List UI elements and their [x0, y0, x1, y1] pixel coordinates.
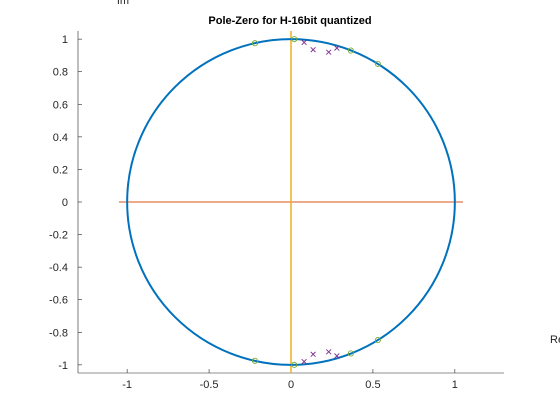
- unit-circle: [126, 38, 456, 366]
- pole-marker: [310, 351, 316, 357]
- zero-marker: [251, 357, 259, 364]
- y-axis-label: Im: [117, 0, 129, 7]
- zero-marker: [347, 47, 354, 54]
- pole-marker: [334, 353, 340, 359]
- pole-marker: [334, 45, 340, 51]
- x-axis-label: Re: [550, 334, 560, 346]
- x-tick-label: -0.5: [200, 379, 219, 391]
- zero-marker: [374, 337, 381, 344]
- y-tick-label: 0: [62, 197, 68, 209]
- y-tick-label: -1: [58, 360, 68, 372]
- y-tick-label: 0.8: [53, 67, 68, 79]
- y-tick-label: 0.4: [53, 132, 68, 144]
- zero-marker: [251, 40, 259, 47]
- pole-marker: [301, 39, 307, 46]
- y-tick-label: 0.2: [53, 164, 68, 176]
- x-tick-label: 0.5: [365, 379, 380, 391]
- zero-marker: [291, 36, 298, 43]
- chart-title: Pole-Zero for H-16bit quantized: [208, 15, 371, 27]
- zero-marker: [374, 60, 381, 67]
- plot-area: -1 -0.8 -0.6 -0.4 -0.2 0 0.2 0.4 0.6 0.8 1 -1 -0.5 0 0…: [49, 31, 504, 391]
- x-tick-label: 0: [288, 379, 294, 391]
- y-tick-label: 1: [62, 34, 68, 46]
- zero-marker: [291, 361, 298, 368]
- y-tick-label: 0.6: [53, 99, 68, 111]
- y-tick-label: -0.6: [49, 295, 68, 307]
- pole-marker: [325, 49, 332, 55]
- x-tick-label: -1: [122, 379, 132, 391]
- y-tick-label: -0.8: [49, 327, 68, 339]
- x-tick-label: 1: [452, 379, 458, 391]
- pole-marker: [310, 47, 316, 53]
- pole-marker: [325, 349, 332, 355]
- y-tick-label: -0.2: [49, 230, 68, 242]
- y-tick-label: -0.4: [49, 262, 68, 274]
- zero-marker: [347, 350, 354, 357]
- pole-marker: [301, 358, 307, 365]
